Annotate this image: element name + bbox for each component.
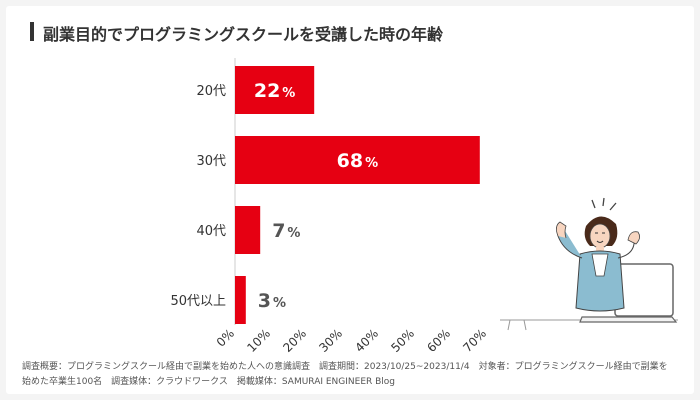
title-accent-bar [30, 22, 34, 41]
value-label-3: 3% [258, 290, 286, 312]
bar-2 [235, 206, 261, 254]
value-label-1: 68% [337, 150, 378, 172]
x-tick-label-1: 10% [244, 326, 273, 355]
footnote-line-2: 始めた卒業生100名 調査媒体：クラウドワークス 掲載媒体：SAMURAI EN… [22, 377, 396, 387]
x-tick-label-4: 40% [352, 326, 381, 355]
category-label-0: 20代 [196, 84, 226, 99]
bar-3 [235, 276, 246, 324]
x-tick-label-6: 60% [424, 326, 453, 355]
x-tick-label-5: 50% [388, 326, 417, 355]
x-tick-label-0: 0% [214, 326, 237, 349]
x-tick-label-7: 70% [460, 326, 489, 355]
bar-chart: 20代 22 % 30代 68 % 40代 7 % 50代以上 3 % 0% 10% 20% 30% 40% 50… [170, 58, 489, 355]
woman-stretching-at-laptop-illustration [500, 196, 680, 335]
category-label-1: 30代 [196, 154, 226, 169]
category-label-3: 50代以上 [170, 294, 226, 309]
chart-card [6, 6, 694, 394]
value-label-2: 7% [272, 220, 300, 242]
x-tick-label-3: 30% [316, 326, 345, 355]
x-tick-label-2: 20% [280, 326, 309, 355]
bar-1 [235, 136, 480, 184]
bar-0 [235, 66, 315, 114]
chart-title: 副業目的でプログラミングスクールを受講した時の年齢 [43, 25, 444, 44]
value-label-0: 22% [254, 80, 295, 102]
category-label-2: 40代 [196, 224, 226, 239]
survey-footnote: 調査概要：プログラミングスクール経由で副業を始めた人への意識調査 調査期間：20… [22, 360, 682, 390]
footnote-line-1: 調査概要：プログラミングスクール経由で副業を始めた人への意識調査 調査期間：20… [22, 362, 668, 372]
